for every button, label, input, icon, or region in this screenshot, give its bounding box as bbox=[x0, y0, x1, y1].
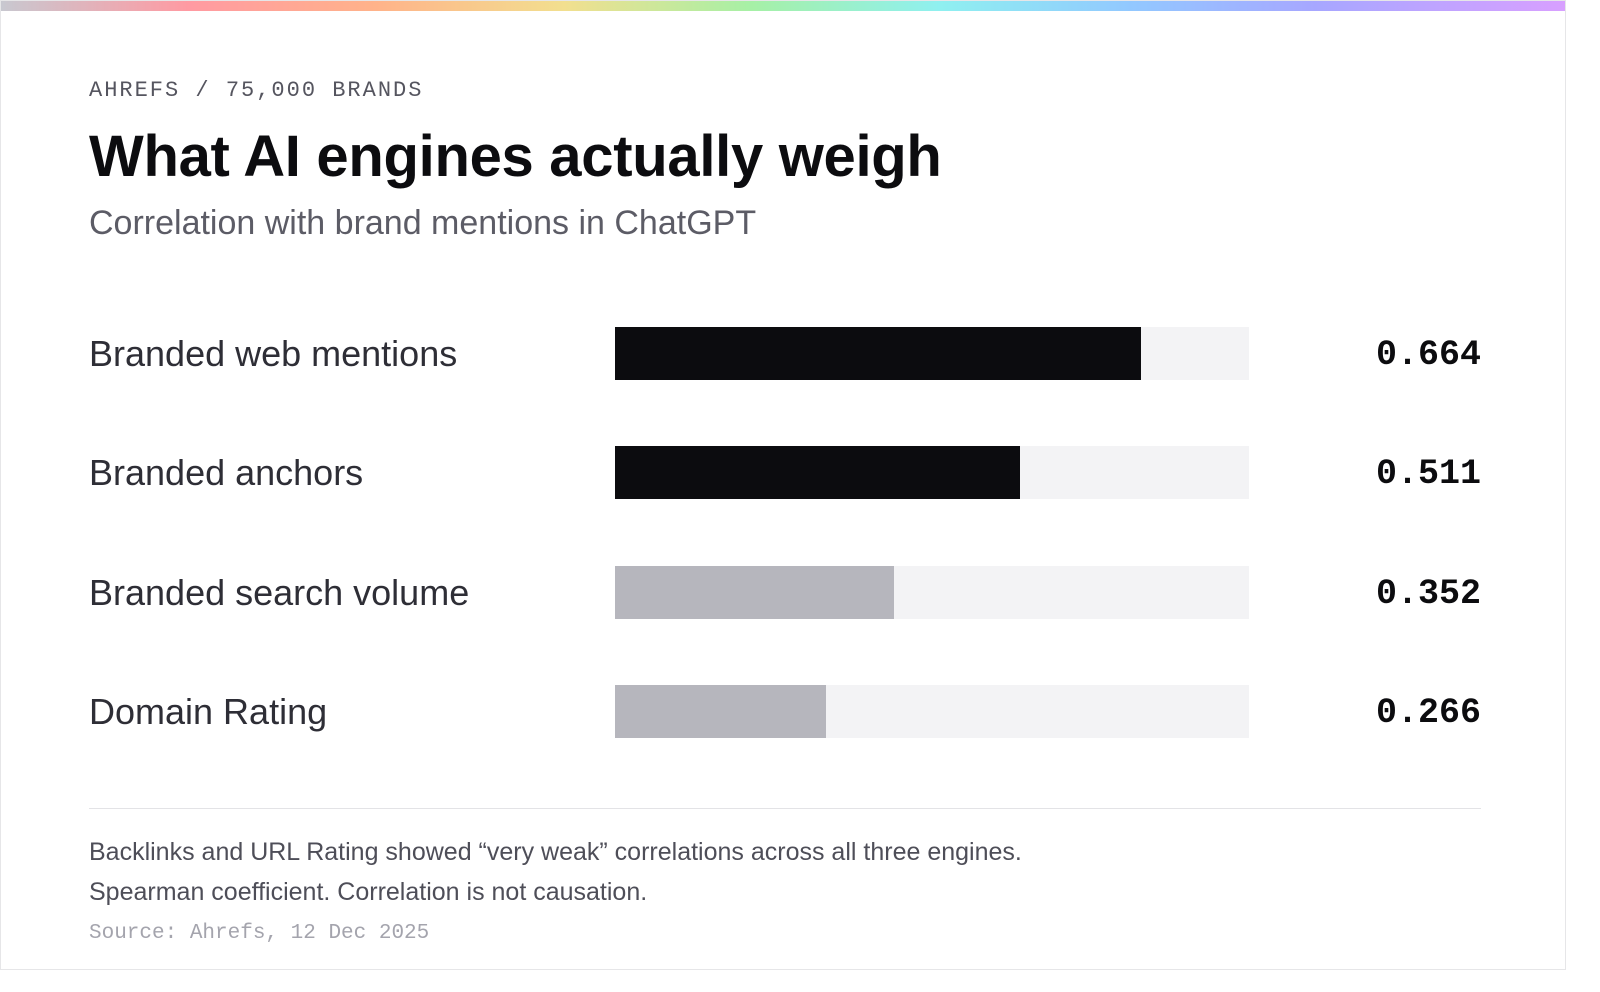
bar-track bbox=[615, 565, 1249, 619]
chart-subtitle: Correlation with brand mentions in ChatG… bbox=[89, 204, 757, 242]
bar-track bbox=[615, 684, 1249, 738]
category-label: Branded search volume bbox=[89, 571, 470, 613]
footnote-method: Spearman coefficient. Correlation is not… bbox=[89, 878, 648, 906]
bar bbox=[615, 327, 1142, 380]
value-label: 0.664 bbox=[1375, 335, 1481, 375]
footer-divider bbox=[89, 808, 1481, 809]
chart-card: AHREFS / 75,000 BRANDS What AI engines a… bbox=[0, 0, 1566, 970]
chart-title: What AI engines actually weigh bbox=[89, 124, 942, 189]
bar-track bbox=[615, 446, 1249, 500]
footnote-weak-correlations: Backlinks and URL Rating showed “very we… bbox=[89, 838, 1022, 866]
bar-chart: Branded web mentions 0.664 Branded anchors… bbox=[1, 1, 1565, 969]
value-label: 0.266 bbox=[1375, 692, 1481, 733]
category-label: Branded anchors bbox=[89, 452, 364, 494]
category-label: Domain Rating bbox=[89, 690, 328, 732]
value-label: 0.511 bbox=[1375, 454, 1481, 495]
bar-track bbox=[615, 327, 1249, 380]
bar bbox=[615, 684, 826, 738]
bar bbox=[615, 446, 1020, 500]
source-note: Source: Ahrefs, 12 Dec 2025 bbox=[89, 922, 430, 945]
category-label: Branded web mentions bbox=[89, 333, 458, 374]
value-label: 0.352 bbox=[1375, 573, 1481, 614]
bar bbox=[615, 565, 894, 619]
eyebrow-label: AHREFS / 75,000 BRANDS bbox=[89, 78, 424, 103]
rainbow-accent-bar bbox=[1, 1, 1565, 11]
